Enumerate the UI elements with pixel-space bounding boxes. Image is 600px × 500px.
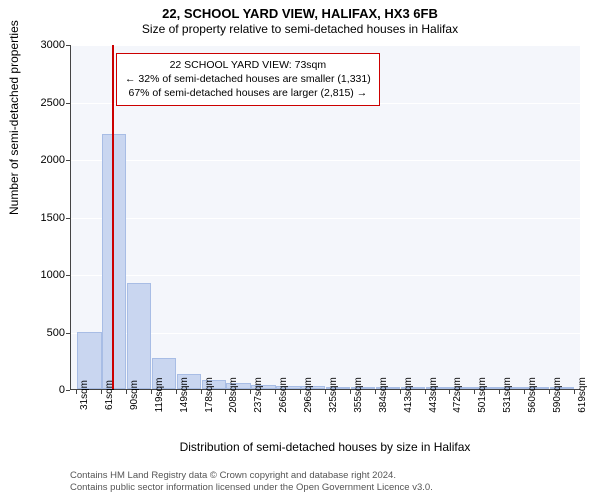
y-axis-label: Number of semi-detached properties bbox=[7, 20, 21, 215]
x-tick-label: 266sqm bbox=[278, 377, 289, 413]
y-tick-label: 1000 bbox=[25, 269, 65, 281]
histogram-chart: 22, SCHOOL YARD VIEW, HALIFAX, HX3 6FB S… bbox=[0, 0, 600, 500]
x-tick-mark bbox=[176, 390, 177, 394]
x-tick-mark bbox=[350, 390, 351, 394]
x-tick-label: 590sqm bbox=[552, 377, 563, 413]
x-tick-mark bbox=[375, 390, 376, 394]
y-tick-label: 3000 bbox=[25, 39, 65, 51]
x-tick-mark bbox=[101, 390, 102, 394]
x-tick-mark bbox=[126, 390, 127, 394]
x-tick-label: 149sqm bbox=[179, 377, 190, 413]
x-tick-label: 501sqm bbox=[477, 377, 488, 413]
x-tick-mark bbox=[325, 390, 326, 394]
y-tick-label: 2500 bbox=[25, 97, 65, 109]
x-tick-label: 61sqm bbox=[104, 380, 115, 410]
chart-title-main: 22, SCHOOL YARD VIEW, HALIFAX, HX3 6FB bbox=[0, 6, 600, 21]
x-tick-label: 325sqm bbox=[328, 377, 339, 413]
y-tick-label: 2000 bbox=[25, 154, 65, 166]
x-tick-label: 472sqm bbox=[452, 377, 463, 413]
x-tick-mark bbox=[275, 390, 276, 394]
x-axis-label: Distribution of semi-detached houses by … bbox=[70, 440, 580, 454]
x-tick-mark bbox=[400, 390, 401, 394]
gridline bbox=[71, 160, 580, 161]
x-tick-mark bbox=[250, 390, 251, 394]
info-line-1: 22 SCHOOL YARD VIEW: 73sqm bbox=[125, 58, 371, 72]
x-tick-mark bbox=[499, 390, 500, 394]
marker-info-box: 22 SCHOOL YARD VIEW: 73sqm ← 32% of semi… bbox=[116, 53, 380, 106]
x-tick-mark bbox=[524, 390, 525, 394]
x-tick-label: 296sqm bbox=[303, 377, 314, 413]
gridline bbox=[71, 218, 580, 219]
x-tick-label: 355sqm bbox=[353, 377, 364, 413]
x-tick-label: 90sqm bbox=[129, 380, 140, 410]
info-line-2: ← 32% of semi-detached houses are smalle… bbox=[125, 72, 371, 86]
y-tick-label: 0 bbox=[25, 384, 65, 396]
x-tick-mark bbox=[225, 390, 226, 394]
x-tick-mark bbox=[574, 390, 575, 394]
x-tick-mark bbox=[76, 390, 77, 394]
x-tick-label: 237sqm bbox=[253, 377, 264, 413]
y-tick-label: 500 bbox=[25, 327, 65, 339]
property-marker-line bbox=[112, 45, 114, 389]
x-tick-label: 413sqm bbox=[403, 377, 414, 413]
gridline bbox=[71, 275, 580, 276]
histogram-bar bbox=[127, 283, 151, 389]
x-tick-label: 531sqm bbox=[502, 377, 513, 413]
x-tick-label: 619sqm bbox=[577, 377, 588, 413]
x-tick-label: 31sqm bbox=[79, 380, 90, 410]
x-tick-mark bbox=[151, 390, 152, 394]
x-tick-label: 119sqm bbox=[154, 378, 165, 413]
x-tick-mark bbox=[449, 390, 450, 394]
chart-footer: Contains HM Land Registry data © Crown c… bbox=[70, 470, 433, 494]
x-tick-label: 384sqm bbox=[378, 377, 389, 413]
x-tick-label: 178sqm bbox=[204, 377, 215, 413]
plot-area: 22 SCHOOL YARD VIEW: 73sqm ← 32% of semi… bbox=[70, 45, 580, 390]
y-tick-label: 1500 bbox=[25, 212, 65, 224]
chart-title-sub: Size of property relative to semi-detach… bbox=[0, 22, 600, 36]
x-tick-label: 560sqm bbox=[527, 377, 538, 413]
gridline bbox=[71, 45, 580, 46]
x-tick-mark bbox=[300, 390, 301, 394]
x-tick-mark bbox=[474, 390, 475, 394]
x-tick-mark bbox=[549, 390, 550, 394]
x-tick-mark bbox=[201, 390, 202, 394]
footer-line-1: Contains HM Land Registry data © Crown c… bbox=[70, 470, 433, 482]
info-line-3: 67% of semi-detached houses are larger (… bbox=[125, 86, 371, 100]
x-tick-label: 208sqm bbox=[228, 377, 239, 413]
footer-line-2: Contains public sector information licen… bbox=[70, 482, 433, 494]
x-tick-label: 443sqm bbox=[428, 377, 439, 413]
x-tick-mark bbox=[425, 390, 426, 394]
histogram-bar bbox=[102, 134, 126, 389]
